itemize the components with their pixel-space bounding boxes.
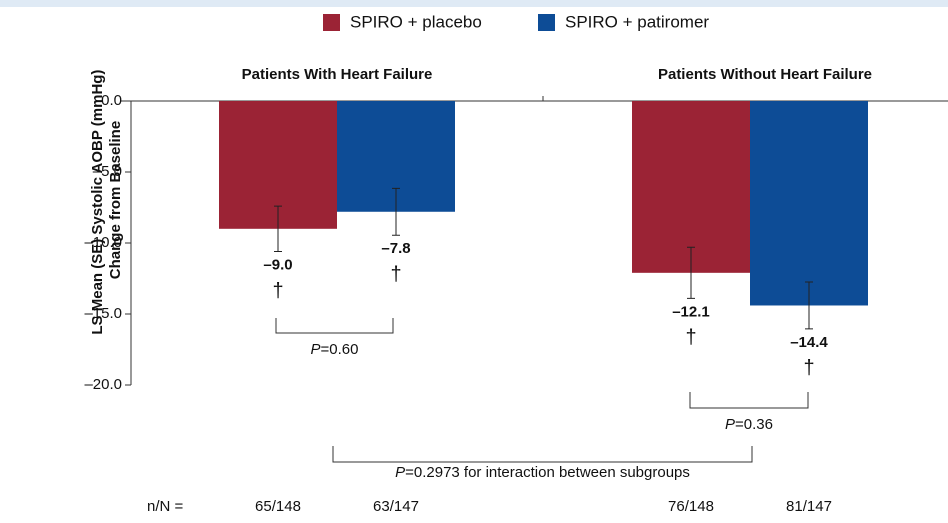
n-value: 81/147 [786, 498, 832, 515]
value-label: –14.4 [790, 334, 828, 351]
y-axis-title: LS Mean (SE) Systolic AOBP (mmHg) Change… [89, 65, 124, 334]
significance-marker: † [390, 263, 401, 285]
n-value: 63/147 [373, 498, 419, 515]
p-symbol: P [725, 416, 735, 433]
y-tick-label: –20.0 [84, 376, 122, 393]
value-label: –9.0 [263, 256, 292, 273]
comparison-label: P=0.2973 for interaction between subgrou… [395, 464, 690, 481]
p-symbol: P [311, 341, 321, 358]
legend-label: SPIRO + placebo [350, 12, 482, 31]
p-value: =0.60 [321, 341, 359, 358]
p-value: =0.36 [735, 416, 773, 433]
value-label: –12.1 [672, 303, 710, 320]
bar [750, 101, 868, 306]
significance-marker: † [803, 357, 814, 379]
n-value: 65/148 [255, 498, 301, 515]
error-bar [274, 205, 282, 253]
error-bar [805, 281, 813, 330]
y-axis-title-line: Change from Baseline [107, 121, 124, 279]
group-label: Patients With Heart Failure [242, 66, 433, 83]
y-tick-label: –15.0 [84, 305, 122, 322]
n-label: n/N = [147, 498, 184, 515]
y-tick-label: 0.0 [101, 92, 122, 109]
p-value: =0.2973 for interaction between subgroup… [405, 464, 690, 481]
y-axis-title-line: LS Mean (SE) Systolic AOBP (mmHg) [89, 70, 106, 335]
legend-swatch [538, 14, 555, 31]
n-value: 76/148 [668, 498, 714, 515]
legend-label: SPIRO + patiromer [565, 12, 709, 31]
comparison-bracket [275, 318, 394, 334]
error-bar [392, 187, 400, 236]
legend-swatch [323, 14, 340, 31]
p-symbol: P [395, 464, 405, 481]
bar [632, 101, 750, 273]
comparison-bracket [689, 392, 809, 409]
y-tick-label: –5.0 [93, 163, 122, 180]
significance-marker: † [272, 280, 283, 302]
y-tick-label: –10.0 [84, 234, 122, 251]
comparison-label: P=0.60 [311, 341, 359, 358]
top-band [0, 0, 948, 7]
comparison-label: P=0.36 [725, 416, 773, 433]
value-label: –7.8 [381, 240, 410, 257]
comparison-bracket [332, 446, 753, 463]
group-label: Patients Without Heart Failure [658, 66, 872, 83]
significance-marker: † [685, 327, 696, 349]
error-bar [687, 246, 695, 299]
